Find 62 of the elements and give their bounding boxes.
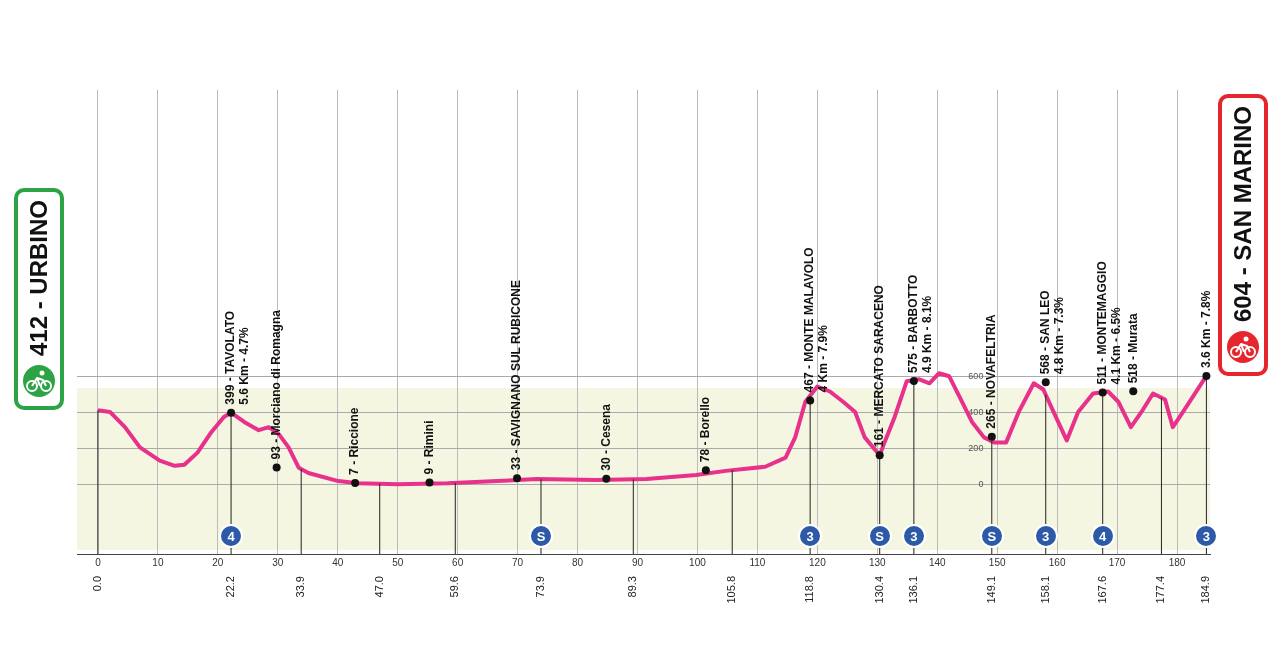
annotation: 161 - MERCATO SARACENO [872,285,886,448]
annotation: 467 - MONTE MALAVOLO [802,247,817,393]
annotation: 518 - Murata [1125,312,1140,384]
ref-line-label: 158.1 [1038,576,1051,604]
x-tick-label: 30 [272,556,284,568]
ref-line-label: 167.6 [1095,576,1108,604]
x-tick-label: 70 [512,556,524,568]
ref-line-label: 0.0 [91,576,104,592]
annotation: 78 - Borello [698,396,713,463]
ref-line-label: 105.8 [725,576,738,604]
x-tick-label: 150 [988,556,1006,568]
x-tick-label: 90 [631,556,644,568]
x-tick-label: 20 [212,556,224,568]
ref-line-label: 89.3 [626,576,639,598]
x-tick-label: 50 [392,556,404,568]
y-tick-label: 0 [978,478,984,489]
annotation: 5.6 Km - 4.7% [237,326,252,405]
x-tick-label: 0 [95,556,102,568]
annotation: 9 - Rimini [421,420,436,475]
ref-line-label: 130.4 [872,576,885,604]
ref-line-label: 118.8 [803,576,816,603]
ref-line-label: 149.1 [984,576,997,604]
badge-icon: 3 [1194,524,1219,548]
x-tick-label: 40 [332,556,344,568]
ref-line-label: 136.1 [906,576,919,604]
ref-line-label: 184.9 [1199,576,1212,604]
annotation: 575 - BARBOTTO [906,274,921,374]
annotation: 4.9 Km - 8.1% [920,295,935,374]
annotation: 265 - NOVAFELTRIA [984,314,999,429]
x-tick-label: 170 [1108,556,1126,568]
ref-line-label: 22.2 [224,576,237,598]
annotation: 7 - Riccione [347,407,362,475]
x-tick-label: 160 [1048,556,1066,568]
annotation: 568 - SAN LEO [1038,290,1053,375]
y-tick-label: 200 [968,442,984,453]
annotation: 3.6 Km - 7.8% [1198,290,1213,368]
annotation: 511 - MONTEMAGGIO [1095,261,1110,385]
annotation: 4.8 Km - 7.3% [1052,296,1067,375]
x-tick-label: 120 [809,556,827,568]
x-tick-label: 80 [572,556,584,568]
x-tick-label: 180 [1168,556,1186,568]
annotation: 4.1 Km - 6.5% [1109,306,1124,385]
x-tick-label: 100 [689,556,707,568]
ref-line-label: 47.0 [372,576,385,598]
annotation: 93 - Morciano di Romagna [268,309,283,460]
annotation: 30 - Cesena [598,403,613,471]
annotation: 412 - URBINO [24,200,53,357]
annotation: 4 Km - 7.9% [816,324,831,393]
x-tick-label: 110 [749,556,766,568]
annotation: 33 - SAVIGNANO SUL RUBICONE [509,279,524,471]
x-tick-label: 60 [452,556,464,568]
annotation: 399 - TAVOLATO [223,310,238,405]
ref-line-label: 73.9 [534,576,547,598]
ref-line-label: 177.4 [1154,576,1167,604]
ref-line-label: 33.9 [294,576,307,598]
annotation: 604 - SAN MARINO [1229,105,1258,322]
ref-line-label: 59.6 [448,576,461,598]
y-tick-label: 400 [968,406,984,417]
x-tick-label: 140 [928,556,947,568]
y-tick-label: 600 [968,371,984,382]
x-tick-label: 130 [868,556,887,568]
x-tick-label: 10 [152,556,164,568]
